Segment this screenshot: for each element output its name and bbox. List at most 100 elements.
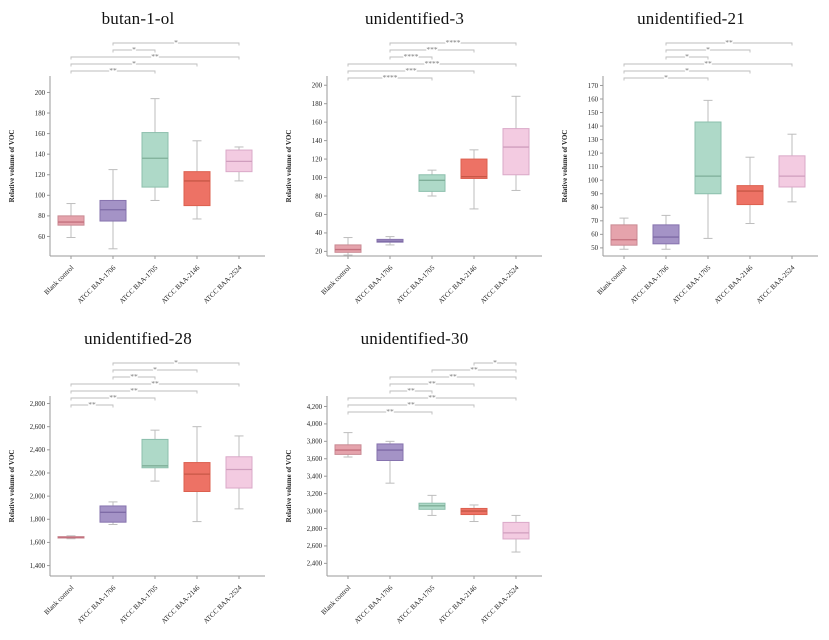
significance-bracket	[389, 383, 474, 387]
significance-label: ****	[403, 52, 418, 61]
y-tick-label: 3,400	[306, 473, 322, 480]
y-tick-label: 100	[311, 175, 322, 182]
y-axis-title: Relative volume of VOC	[561, 130, 569, 203]
box-blank-control	[57, 535, 85, 540]
iqr-box	[99, 199, 127, 222]
x-tick-label: ATCC BAA-1705	[394, 263, 436, 305]
significance-label: *	[132, 59, 136, 68]
significance-bracket	[70, 70, 156, 74]
iqr-box	[334, 244, 361, 253]
x-tick-label: ATCC BAA-1706	[352, 583, 394, 625]
iqr-box	[141, 438, 169, 469]
y-tick-label: 140	[588, 123, 599, 130]
y-tick-label: 160	[588, 96, 599, 103]
box-atcc-baa-2146	[183, 140, 211, 220]
x-tick-label: ATCC BAA-1705	[394, 583, 436, 625]
significance-bracket	[112, 376, 156, 380]
iqr-box	[610, 224, 638, 246]
y-tick-label: 2,400	[306, 561, 322, 568]
significance-bracket	[70, 397, 156, 401]
y-tick-label: 80	[38, 213, 45, 220]
boxplot-panel-unidentified-21: unidentified-21 50 60 70 80 90 100 110 120 130 14…	[553, 0, 829, 320]
x-tick-label: ATCC BAA-2524	[478, 263, 520, 305]
box-atcc-baa-2524	[778, 133, 806, 203]
x-tick-label: ATCC BAA-2524	[202, 583, 244, 625]
y-tick-label: 50	[591, 245, 598, 252]
significance-bracket	[347, 70, 474, 74]
iqr-box	[225, 456, 253, 489]
significance-label: **	[428, 393, 436, 402]
y-tick-label: 180	[35, 110, 46, 117]
box-atcc-baa-1705	[418, 494, 445, 516]
x-tick-label: ATCC BAA-1706	[76, 583, 118, 625]
significance-label: **	[130, 386, 138, 395]
significance-bracket	[623, 63, 793, 67]
chart-title: butan-1-ol	[101, 9, 175, 28]
x-tick-label: Blank control	[596, 264, 629, 297]
significance-bracket	[665, 49, 751, 53]
significance-bracket	[347, 404, 474, 408]
chart-title: unidentified-21	[637, 9, 745, 28]
box-atcc-baa-2524	[502, 514, 529, 553]
boxplot-panel-unidentified-30: unidentified-30 2,400 2,600 2,800 3,000 3,20…	[276, 320, 553, 640]
significance-label: **	[109, 393, 117, 402]
significance-label: **	[130, 372, 138, 381]
iqr-box	[460, 158, 487, 179]
significance-label: **	[109, 66, 117, 75]
significance-label: ****	[445, 38, 460, 47]
y-tick-label: 4,200	[306, 404, 322, 411]
boxplot-canvas: 1,400 1,600 1,800 2,000 2,200 2,400 2,600 2,800…	[8, 357, 265, 625]
y-tick-label: 140	[311, 138, 322, 145]
iqr-box	[57, 215, 85, 226]
y-tick-label: 1,600	[30, 540, 46, 547]
y-tick-label: 100	[588, 178, 599, 185]
y-axis-title: Relative volume of VOC	[8, 450, 16, 523]
y-axis-title: Relative volume of VOC	[285, 130, 293, 203]
y-tick-label: 3,800	[306, 439, 322, 446]
y-tick-label: 160	[35, 131, 46, 138]
empty-cell	[553, 320, 829, 640]
x-tick-label: ATCC BAA-1705	[118, 583, 160, 625]
chart-root: 20 40 60 80 100 120 140 160 180 200 Relative volum…	[285, 37, 542, 305]
y-tick-label: 2,800	[30, 401, 46, 408]
box-atcc-baa-2524	[502, 95, 529, 191]
x-tick-label: ATCC BAA-2146	[160, 583, 202, 625]
significance-label: **	[386, 407, 394, 416]
y-tick-label: 4,000	[306, 421, 322, 428]
y-tick-label: 2,200	[30, 470, 46, 477]
significance-bracket	[112, 369, 198, 373]
box-atcc-baa-1706	[99, 169, 127, 250]
y-tick-label: 2,000	[30, 493, 46, 500]
y-tick-label: 130	[588, 137, 599, 144]
box-blank-control	[610, 217, 638, 250]
iqr-box	[694, 121, 722, 195]
boxplot-canvas: 20 40 60 80 100 120 140 160 180 200 Relative volum…	[285, 37, 542, 305]
y-tick-label: 60	[591, 232, 598, 239]
y-tick-label: 170	[588, 83, 599, 90]
y-tick-label: 100	[35, 193, 46, 200]
chart-root: 1,400 1,600 1,800 2,000 2,200 2,400 2,600 2,800…	[8, 357, 265, 625]
significance-label: **	[704, 59, 712, 68]
significance-bracket	[112, 49, 156, 53]
chart-root: 60 80 100 120 140 160 180 200 Relative volume of…	[8, 37, 265, 305]
box-atcc-baa-2524	[225, 146, 253, 182]
iqr-box	[502, 521, 529, 540]
boxplot-canvas: 2,400 2,600 2,800 3,000 3,200 3,400 3,600 3,800…	[285, 357, 542, 625]
x-tick-label: ATCC BAA-1706	[76, 263, 118, 305]
significance-label: *	[685, 66, 689, 75]
x-tick-label: ATCC BAA-1705	[118, 263, 160, 305]
y-tick-label: 180	[311, 101, 322, 108]
significance-bracket	[70, 404, 114, 408]
box-atcc-baa-2524	[225, 435, 253, 510]
y-tick-label: 90	[591, 191, 598, 198]
box-blank-control	[334, 432, 361, 458]
significance-label: ****	[424, 59, 439, 68]
significance-bracket	[70, 63, 198, 67]
significance-label: **	[407, 386, 415, 395]
chart-root: 50 60 70 80 90 100 110 120 130 140 150 160 170 Relati…	[561, 37, 818, 305]
x-tick-label: ATCC BAA-2146	[160, 263, 202, 305]
x-tick-label: ATCC BAA-1706	[629, 263, 671, 305]
x-tick-label: Blank control	[43, 584, 76, 617]
significance-label: **	[428, 379, 436, 388]
